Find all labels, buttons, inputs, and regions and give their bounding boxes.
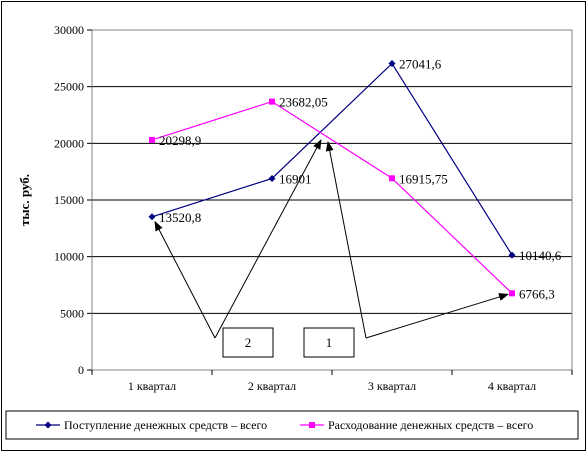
series (148, 60, 516, 297)
series-line-2 (151, 100, 513, 294)
annotation-box-frame (303, 327, 355, 358)
data-point (269, 98, 275, 105)
legend-label: Расходование денежных средств – всего (328, 418, 533, 432)
x-tick-label: 4 квартал (488, 379, 536, 393)
annotation-box-frame (222, 327, 274, 358)
annotation-box-label: 2 (245, 335, 252, 350)
annotation-arrow (365, 293, 509, 339)
annotation-box-label: 1 (326, 335, 333, 350)
data-label: 16915,75 (399, 171, 448, 186)
data-point (388, 60, 396, 68)
data-point (149, 136, 155, 143)
y-tick-label: 5000 (60, 306, 84, 320)
gridlines (92, 86, 572, 314)
x-tick-label: 3 квартал (368, 379, 416, 393)
data-labels: 13520,8 16901 27041,6 10140,6 20298,9 23682,0… (159, 57, 562, 302)
data-label: 16901 (279, 171, 312, 186)
data-label: 10140,6 (519, 248, 562, 263)
data-point (508, 251, 516, 259)
y-axis-ticks: 0 5000 10000 15000 20000 25000 30000 (54, 23, 92, 377)
x-axis-ticks: 1 квартал 2 квартал 3 квартал 4 квартал (91, 370, 573, 393)
legend-entry-1: Поступление денежных средств – всего (36, 418, 267, 432)
y-axis-label: тыс. руб. (17, 174, 32, 226)
annotation-arrow (214, 139, 322, 339)
y-tick-label: 25000 (54, 80, 84, 94)
annotation-box-2: 2 (222, 327, 274, 358)
annotation-box-1: 1 (303, 327, 355, 358)
annotation-arrow (325, 141, 367, 339)
legend-entries: Поступление денежных средств – всего Расх… (36, 418, 533, 432)
annotation-arrow (154, 220, 216, 339)
legend-entry-2: Расходование денежных средств – всего (300, 418, 533, 432)
data-label: 20298,9 (159, 133, 201, 148)
data-label: 6766,3 (519, 286, 555, 301)
y-tick-label: 0 (78, 363, 84, 377)
legend-marker (309, 422, 315, 428)
data-point (268, 174, 276, 182)
legend-marker (44, 421, 52, 429)
series-line-1 (151, 62, 513, 256)
y-tick-label: 15000 (54, 193, 84, 207)
y-tick-label: 30000 (54, 23, 84, 37)
data-point (148, 213, 156, 221)
y-tick-label: 20000 (54, 136, 84, 150)
legend-box (5, 410, 579, 440)
x-tick-label: 2 квартал (248, 379, 296, 393)
legend-label: Поступление денежных средств – всего (64, 418, 267, 432)
legend: Поступление денежных средств – всего Расх… (5, 410, 579, 440)
data-point (509, 290, 515, 297)
data-label: 27041,6 (399, 57, 442, 72)
x-tick-label: 1 квартал (128, 379, 176, 393)
y-tick-label: 10000 (54, 250, 84, 264)
data-point (389, 175, 395, 182)
data-label: 23682,05 (279, 95, 328, 110)
data-label: 13520,8 (159, 210, 201, 225)
